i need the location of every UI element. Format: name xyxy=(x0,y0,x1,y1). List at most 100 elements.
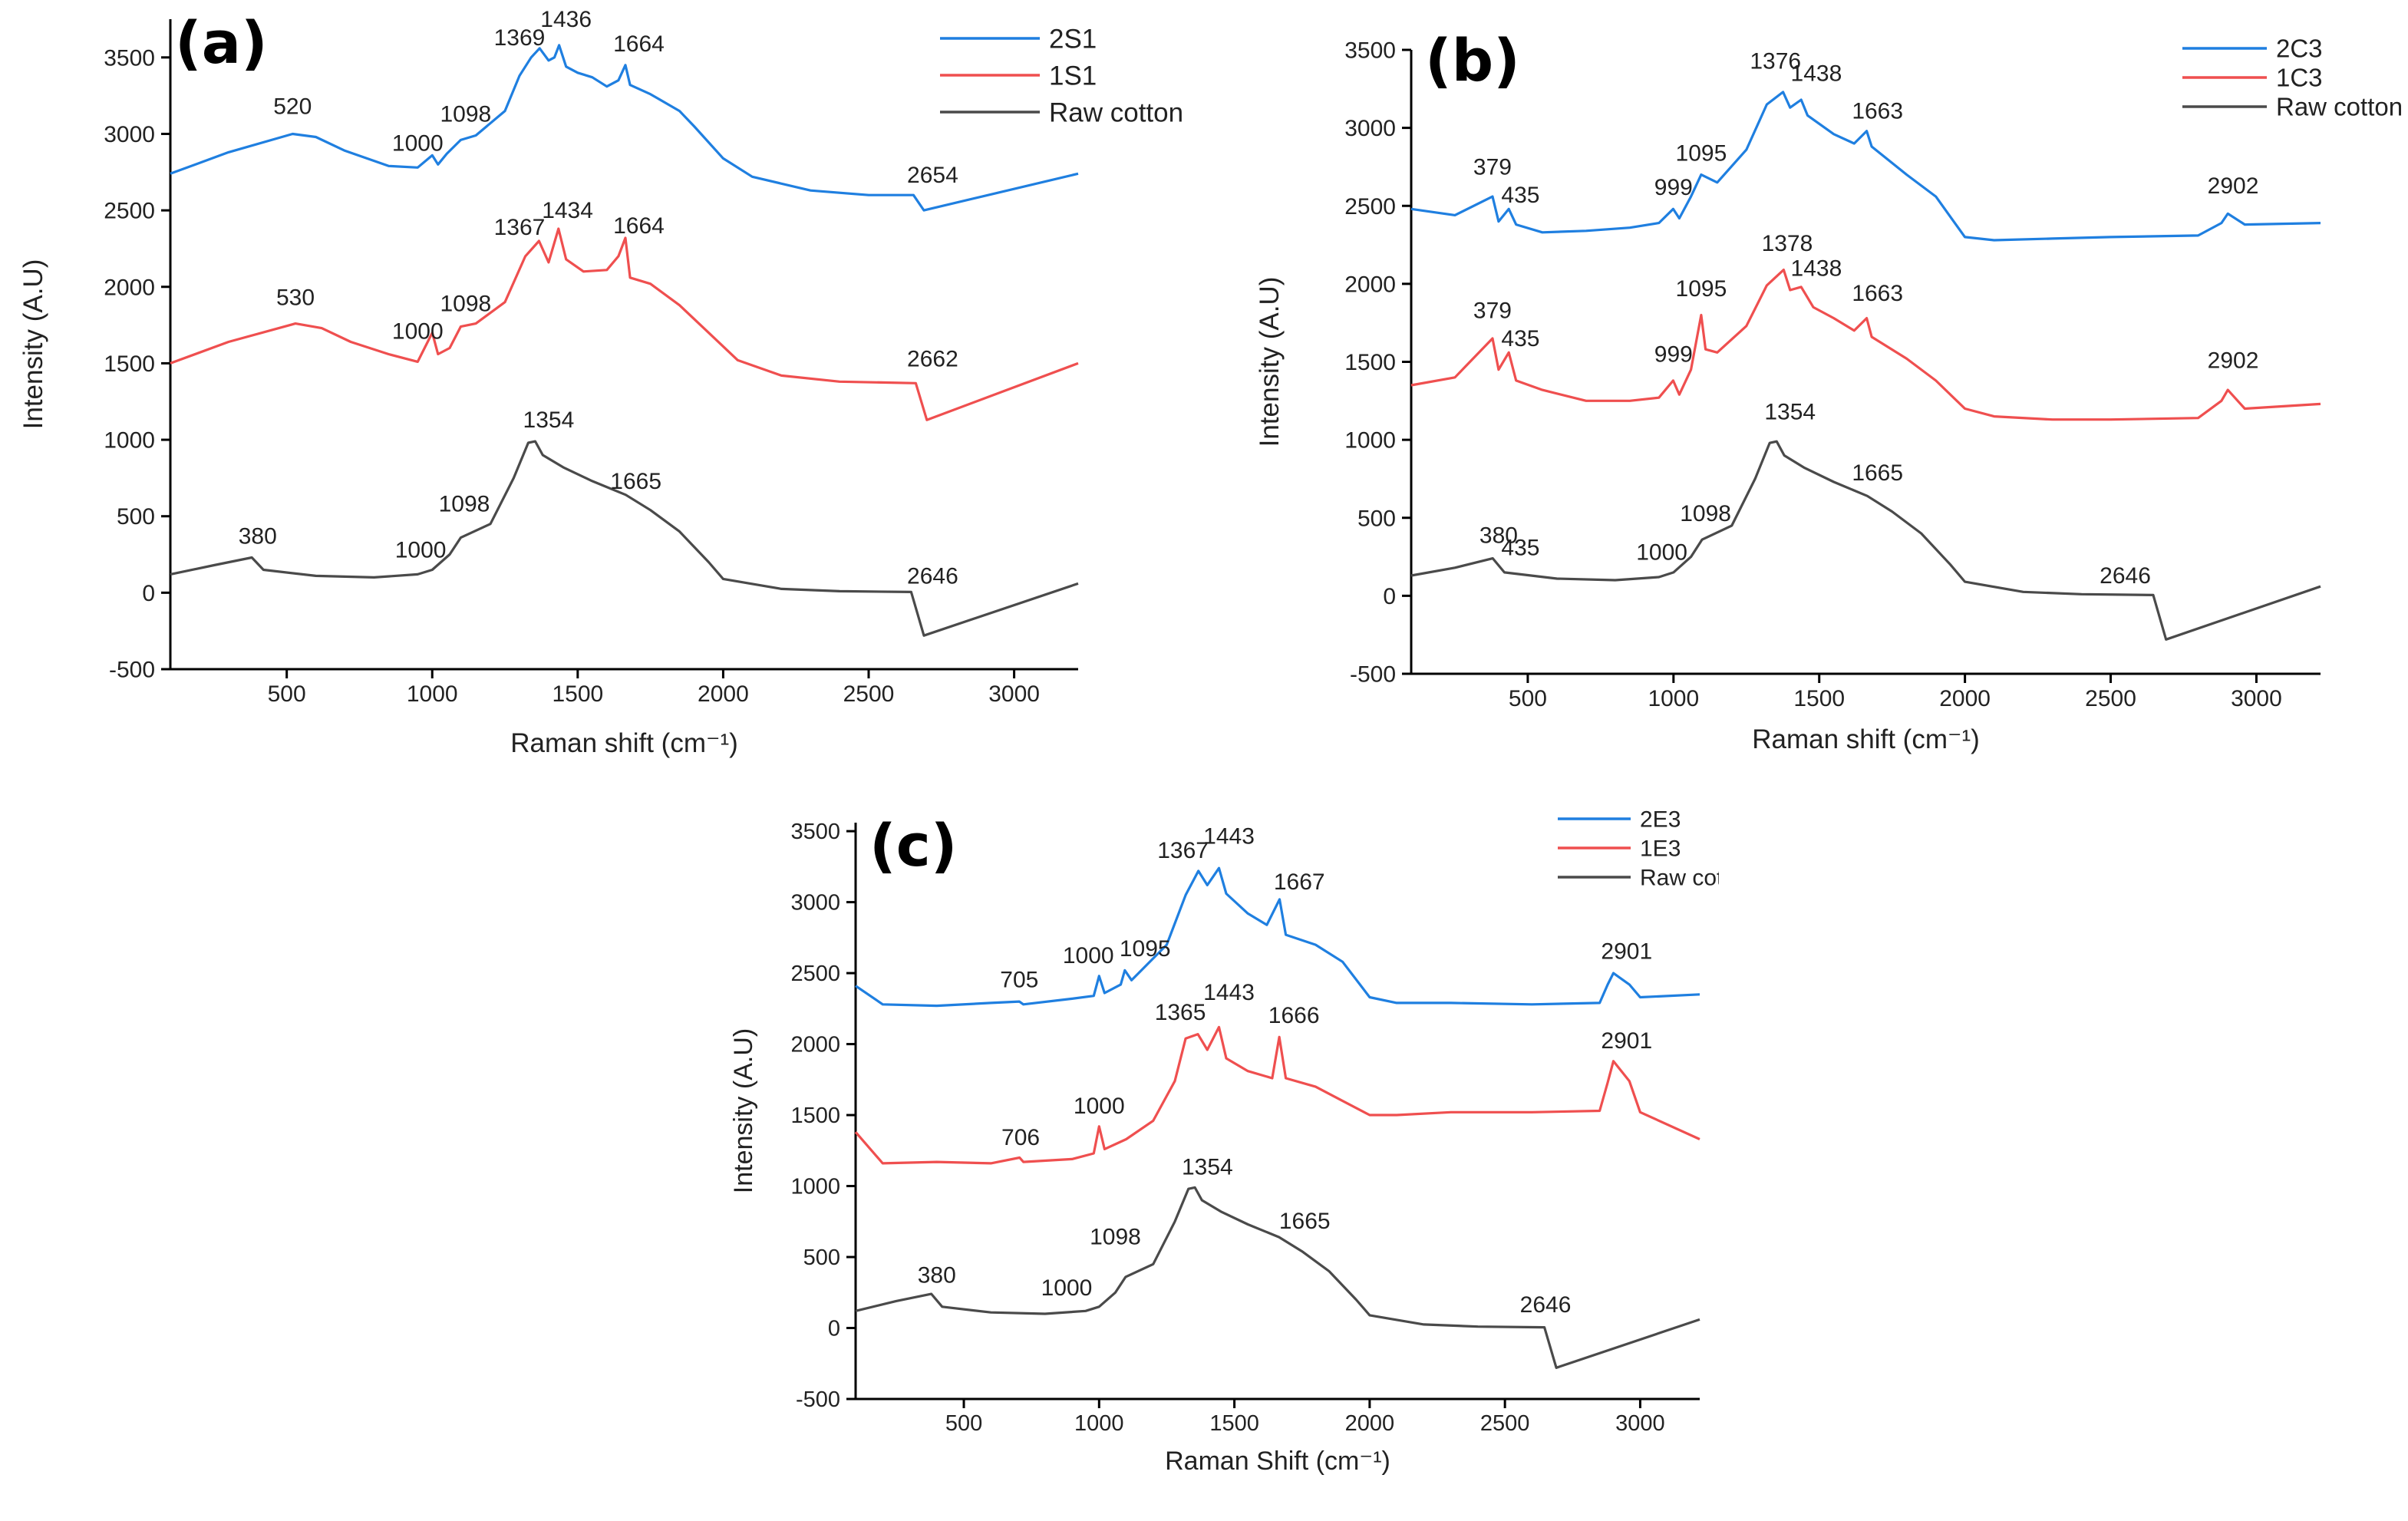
panel-label: (b) xyxy=(1425,26,1520,94)
peak-label: 999 xyxy=(1654,342,1693,368)
series-line-1s1 xyxy=(170,227,1079,421)
legend-label: 1E3 xyxy=(1640,836,1681,862)
y-tick-label: 1500 xyxy=(1344,350,1396,375)
peak-label: 1666 xyxy=(1268,1003,1320,1028)
peak-label: 1438 xyxy=(1791,256,1842,282)
x-tick-label: 500 xyxy=(268,681,306,707)
peak-label: 1098 xyxy=(1090,1224,1141,1249)
peak-label: 1000 xyxy=(392,130,444,156)
x-tick-label: 2500 xyxy=(1480,1411,1530,1436)
legend-label: 1S1 xyxy=(1049,61,1097,91)
series-line-2c3 xyxy=(1410,91,2321,242)
legend-label: 2C3 xyxy=(2276,35,2323,63)
x-tick-label: 2000 xyxy=(1939,686,1991,711)
peak-label: 380 xyxy=(239,524,277,549)
x-tick-label: 2000 xyxy=(698,681,749,707)
peak-label: 2902 xyxy=(2208,173,2259,199)
peak-label: 379 xyxy=(1473,155,1512,180)
y-axis-label: Intensity (A.U) xyxy=(1255,277,1285,447)
peak-label: 1000 xyxy=(1636,540,1687,566)
y-tick-label: 1000 xyxy=(104,428,155,454)
peak-label: 1664 xyxy=(613,213,665,239)
y-tick-label: 500 xyxy=(803,1246,840,1270)
peak-label: 1098 xyxy=(439,492,490,517)
x-tick-label: 500 xyxy=(1509,686,1547,711)
legend-label: 2E3 xyxy=(1640,807,1681,833)
peak-label: 1376 xyxy=(1750,48,1801,74)
series-line-raw-cotton xyxy=(855,1186,1700,1369)
chart-panel-b: 500 1000 1500 2000 2500 3000 -500 0 500 1000 1500 2… xyxy=(1204,0,2408,760)
peak-label: 435 xyxy=(1501,183,1539,208)
y-tick-label: 3500 xyxy=(1344,38,1396,64)
y-tick-label: 2500 xyxy=(790,962,840,986)
x-axis-label: Raman shift (cm⁻¹) xyxy=(1752,724,1980,754)
series-line-1e3 xyxy=(854,1025,1700,1165)
y-tick-label: 0 xyxy=(142,581,155,606)
peak-label: 1095 xyxy=(1120,936,1171,962)
x-tick-label: 1000 xyxy=(407,681,458,707)
peak-label: 1664 xyxy=(613,31,665,57)
series-line-2s1 xyxy=(170,44,1079,212)
peak-label: 380 xyxy=(1479,523,1518,548)
legend-label: 2S1 xyxy=(1049,24,1097,54)
y-tick-label: 0 xyxy=(1383,584,1396,609)
peak-label: 1365 xyxy=(1155,1000,1206,1025)
peak-label: 1443 xyxy=(1203,824,1255,850)
peak-label: 2646 xyxy=(1520,1292,1572,1318)
y-tick-label: 2000 xyxy=(790,1033,840,1057)
peak-label: 1436 xyxy=(540,7,592,32)
y-tick-label: 500 xyxy=(117,504,155,530)
peak-label: 1378 xyxy=(1762,231,1813,256)
series-line-1c3 xyxy=(1410,269,2321,421)
peak-label: 1367 xyxy=(494,215,546,240)
peak-label: 1667 xyxy=(1274,869,1325,895)
series-line-2e3 xyxy=(855,866,1700,1008)
x-tick-label: 3000 xyxy=(988,681,1040,707)
peak-label: 999 xyxy=(1654,175,1693,200)
chart-b-svg: 500 1000 1500 2000 2500 3000 -500 0 500 1000 1500 2… xyxy=(1255,26,2403,754)
peak-label: 1354 xyxy=(1182,1155,1233,1180)
peak-label: 1665 xyxy=(1279,1209,1331,1234)
peak-label: 1098 xyxy=(440,292,491,317)
peak-label: 2901 xyxy=(1601,1028,1652,1054)
peak-label: 1000 xyxy=(1063,943,1114,968)
x-tick-label: 3000 xyxy=(1615,1411,1665,1436)
peak-label: 1354 xyxy=(523,407,575,433)
series-line-raw-cotton xyxy=(1410,440,2321,641)
chart-panel-a: 500 1000 1500 2000 2500 3000 -500 0 500 1000 1500 2… xyxy=(0,0,1204,760)
y-tick-label: 3000 xyxy=(790,891,840,916)
y-tick-label: -500 xyxy=(109,658,155,683)
peak-label: 1000 xyxy=(392,319,444,345)
peak-label: 1098 xyxy=(440,102,491,127)
peak-label: 1438 xyxy=(1791,61,1842,87)
peak-label: 380 xyxy=(918,1262,956,1288)
peak-label: 1354 xyxy=(1764,400,1816,425)
peak-label: 1000 xyxy=(395,538,447,563)
x-tick-label: 500 xyxy=(945,1411,982,1436)
peak-label: 2654 xyxy=(907,163,958,188)
y-tick-label: 2500 xyxy=(104,199,155,224)
x-tick-label: 1000 xyxy=(1648,686,1699,711)
peak-label: 1369 xyxy=(494,25,546,51)
x-tick-label: 2500 xyxy=(2085,686,2136,711)
y-tick-label: 3000 xyxy=(1344,116,1396,141)
peak-label: 2901 xyxy=(1601,939,1652,965)
y-tick-label: 1000 xyxy=(790,1175,840,1199)
peak-label: 435 xyxy=(1501,536,1539,561)
chart-a-svg: 500 1000 1500 2000 2500 3000 -500 0 500 1000 1500 2… xyxy=(18,7,1183,758)
chart-panel-c: 500 1000 1500 2000 2500 3000 -500 0 500 1000 1500 2… xyxy=(721,783,1755,1517)
peak-label: 1663 xyxy=(1852,98,1903,124)
peak-label: 1095 xyxy=(1676,140,1727,166)
x-axis-label: Raman Shift (cm⁻¹) xyxy=(1165,1447,1390,1476)
x-tick-label: 2500 xyxy=(843,681,895,707)
y-tick-label: 3000 xyxy=(104,122,155,147)
legend-label: Raw cotton xyxy=(1049,97,1183,127)
x-tick-label: 1500 xyxy=(1209,1411,1259,1436)
legend-label: Raw cotton xyxy=(2276,93,2403,121)
peak-label: 705 xyxy=(1000,968,1038,993)
peak-label: 520 xyxy=(273,94,312,120)
y-axis-label: Intensity (A.U) xyxy=(18,259,48,430)
y-axis-label: Intensity (A.U) xyxy=(729,1028,758,1193)
peak-label: 1000 xyxy=(1074,1094,1125,1119)
x-tick-label: 1000 xyxy=(1074,1411,1124,1436)
